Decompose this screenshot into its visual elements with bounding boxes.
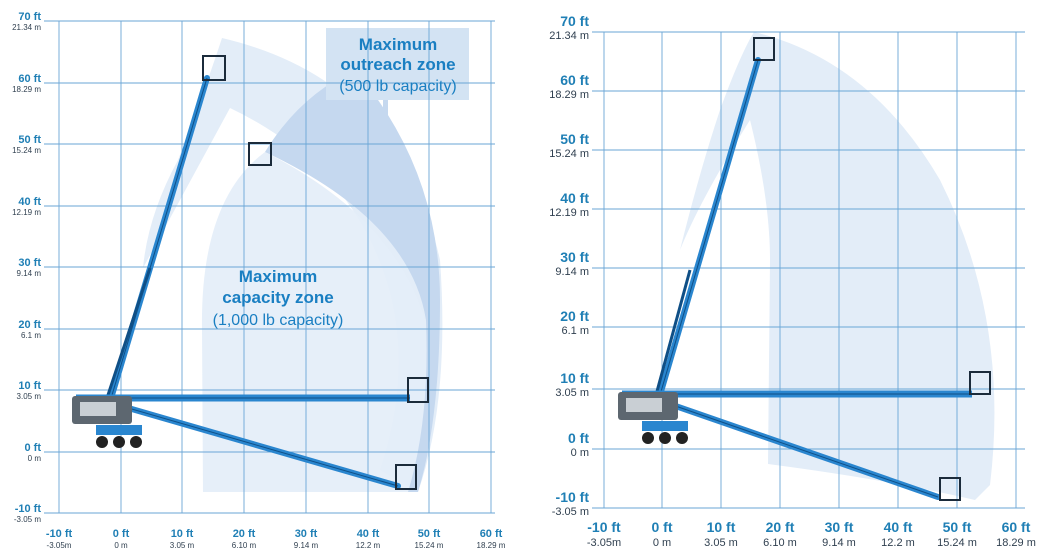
right-x-label-m: 3.05 m xyxy=(704,537,738,549)
left-x-label-ft: -10 ft xyxy=(46,528,73,540)
left-y-label-ft: 60 ft xyxy=(18,73,41,85)
left-platform-horizontal xyxy=(407,377,429,403)
left-y-label-ft: 50 ft xyxy=(18,134,41,146)
right-y-label-m: 3.05 m xyxy=(555,387,589,399)
left-x-label-m: 9.14 m xyxy=(294,541,319,550)
right-x-label-ft: 60 ft xyxy=(1002,519,1031,535)
left-outreach-callout-box xyxy=(326,28,469,100)
left-y-label-ft: 20 ft xyxy=(18,319,41,331)
right-y-label-m: 15.24 m xyxy=(549,148,589,160)
right-platform-top xyxy=(753,37,775,61)
right-x-label-m: 18.29 m xyxy=(996,537,1036,549)
right-platform-low xyxy=(939,477,961,501)
right-x-label-m: -3.05m xyxy=(587,537,621,549)
left-y-label-m: 3.05 m xyxy=(17,392,42,401)
right-x-label-m: 0 m xyxy=(653,537,671,549)
left-x-label-ft: 40 ft xyxy=(357,528,380,540)
left-x-label-m: 3.05 m xyxy=(170,541,195,550)
left-x-label-ft: 60 ft xyxy=(480,528,503,540)
left-capacity-title-2: capacity zone xyxy=(222,288,334,307)
right-y-label-m: 21.34 m xyxy=(549,30,589,42)
right-y-label-ft: 40 ft xyxy=(560,190,589,206)
right-y-label-m: 18.29 m xyxy=(549,89,589,101)
left-grid xyxy=(44,20,495,514)
left-outreach-title-2: outreach zone xyxy=(340,55,455,74)
right-x-label-ft: 50 ft xyxy=(943,519,972,535)
left-y-label-m: 21.34 m xyxy=(12,23,41,32)
right-y-label-ft: 60 ft xyxy=(560,72,589,88)
right-y-label-m: -3.05 m xyxy=(552,506,589,518)
left-capacity-title-1: Maximum xyxy=(239,267,317,286)
right-x-label-m: 15.24 m xyxy=(937,537,977,549)
left-x-label-ft: 0 ft xyxy=(113,528,130,540)
left-outreach-capacity: (500 lb capacity) xyxy=(339,78,456,95)
right-x-label-m: 12.2 m xyxy=(881,537,915,549)
left-x-label-m: 6.10 m xyxy=(232,541,257,550)
left-y-label-ft: -10 ft xyxy=(15,503,42,515)
left-x-label-ft: 30 ft xyxy=(295,528,318,540)
left-y-label-m: 0 m xyxy=(28,454,42,463)
right-x-label-ft: 20 ft xyxy=(766,519,795,535)
left-y-label-ft: 70 ft xyxy=(18,11,41,23)
left-y-label-m: 15.24 m xyxy=(12,146,41,155)
left-x-label-ft: 20 ft xyxy=(233,528,256,540)
right-y-label-m: 0 m xyxy=(571,447,589,459)
left-x-label-m: 15.24 m xyxy=(415,541,444,550)
right-y-label-ft: -10 ft xyxy=(556,489,590,505)
left-platform-low xyxy=(395,464,417,490)
right-y-label-ft: 0 ft xyxy=(568,430,589,446)
left-platform-top xyxy=(202,55,226,81)
left-x-label-ft: 50 ft xyxy=(418,528,441,540)
right-boom-lift xyxy=(618,37,991,501)
left-x-label-ft: 10 ft xyxy=(171,528,194,540)
left-outreach-callout xyxy=(383,100,388,130)
left-y-label-m: 6.1 m xyxy=(21,331,41,340)
right-y-label-ft: 50 ft xyxy=(560,131,589,147)
right-y-label-m: 12.19 m xyxy=(549,207,589,219)
left-x-label-m: 0 m xyxy=(114,541,128,550)
left-platform-mid xyxy=(248,142,272,166)
right-y-label-ft: 10 ft xyxy=(560,370,589,386)
left-x-label-m: 12.2 m xyxy=(356,541,381,550)
right-envelope-zone xyxy=(680,32,995,500)
left-capacity-zone xyxy=(201,152,432,492)
left-y-label-ft: 30 ft xyxy=(18,257,41,269)
right-x-label-ft: 30 ft xyxy=(825,519,854,535)
right-y-label-m: 6.1 m xyxy=(561,325,589,337)
right-grid xyxy=(592,31,1025,509)
right-x-axis-labels: -10 ft -3.05m 0 ft 0 m 10 ft 3.05 m 20 ft 6.10 … xyxy=(587,519,1036,549)
right-x-label-m: 6.10 m xyxy=(763,537,797,549)
right-x-label-m: 9.14 m xyxy=(822,537,856,549)
left-y-label-m: 12.19 m xyxy=(12,208,41,217)
right-x-label-ft: 10 ft xyxy=(707,519,736,535)
left-y-label-m: 9.14 m xyxy=(17,269,42,278)
right-x-label-ft: -10 ft xyxy=(587,519,621,535)
left-x-label-m: 18.29 m xyxy=(477,541,506,550)
left-capacity-capacity: (1,000 lb capacity) xyxy=(213,312,344,329)
left-chart: Maximum outreach zone (500 lb capacity) … xyxy=(12,11,506,550)
left-x-label-m: -3.05m xyxy=(47,541,72,550)
left-y-label-m: -3.05 m xyxy=(14,515,41,524)
right-y-label-ft: 70 ft xyxy=(560,13,589,29)
right-y-label-ft: 20 ft xyxy=(560,308,589,324)
left-y-label-ft: 40 ft xyxy=(18,196,41,208)
right-x-label-ft: 0 ft xyxy=(652,519,673,535)
right-y-label-ft: 30 ft xyxy=(560,249,589,265)
left-outreach-title-1: Maximum xyxy=(359,35,437,54)
right-y-label-m: 9.14 m xyxy=(555,266,589,278)
left-x-axis-labels: -10 ft-3.05m 0 ft0 m 10 ft3.05 m 20 ft6.10 … xyxy=(46,528,506,550)
left-boom-lift xyxy=(72,55,429,490)
left-y-label-ft: 0 ft xyxy=(25,442,42,454)
left-y-label-m: 18.29 m xyxy=(12,85,41,94)
left-y-label-ft: 10 ft xyxy=(18,380,41,392)
left-outreach-band xyxy=(265,70,440,492)
right-platform-horizontal xyxy=(969,371,991,395)
right-x-label-ft: 40 ft xyxy=(884,519,913,535)
